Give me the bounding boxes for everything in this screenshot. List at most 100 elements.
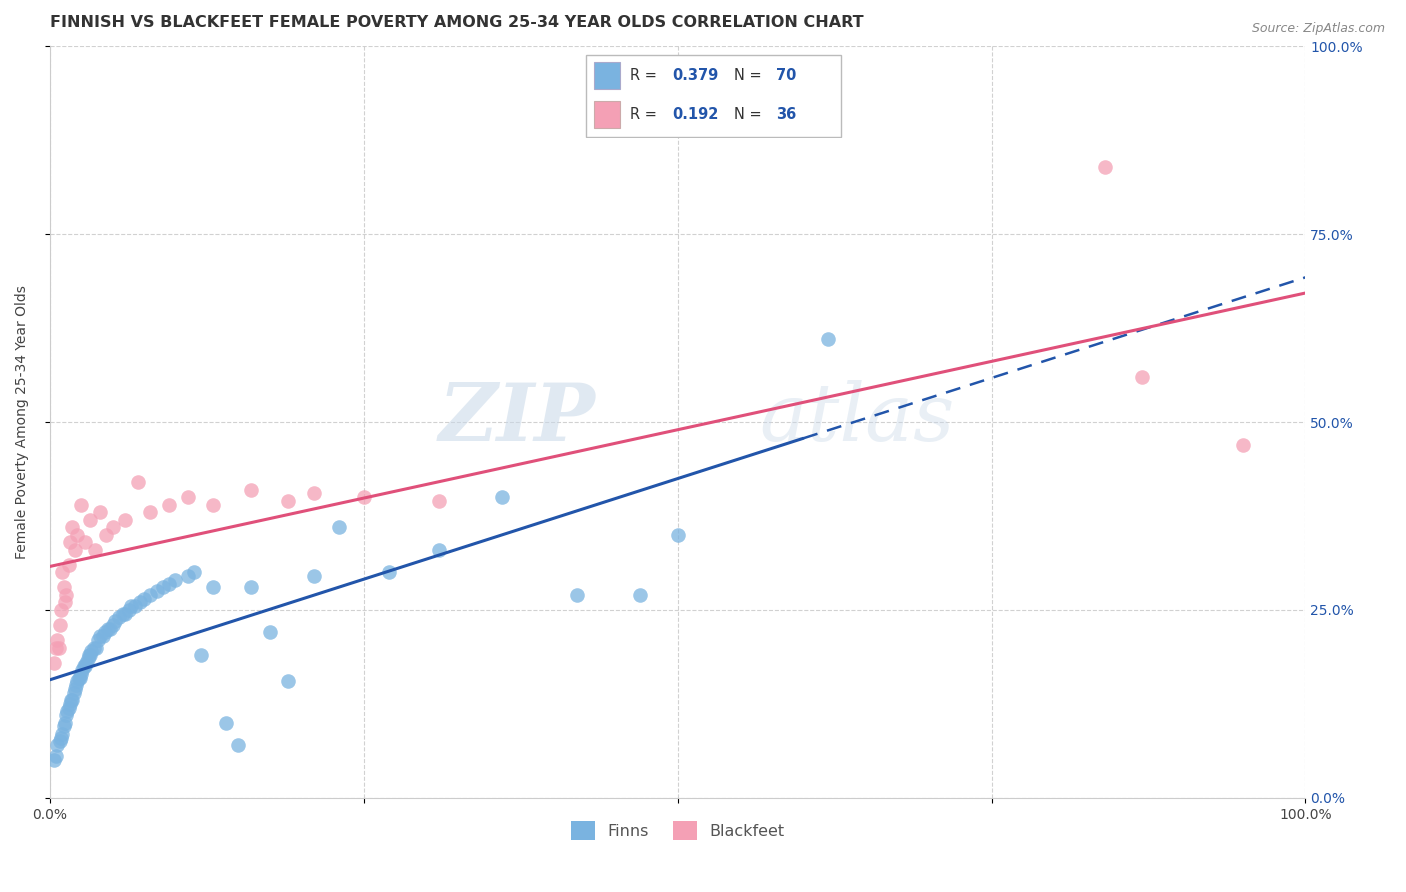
Text: 70: 70 <box>776 68 796 83</box>
Point <box>58 558 80 572</box>
Text: atlas: atlas <box>759 380 955 457</box>
Point <box>89 629 111 643</box>
Point <box>49 618 72 632</box>
Point <box>567 588 589 602</box>
Point <box>239 581 262 595</box>
Point <box>277 494 299 508</box>
Point <box>152 581 174 595</box>
Point <box>86 632 108 647</box>
Point <box>98 622 121 636</box>
Point <box>202 581 225 595</box>
Point <box>328 520 350 534</box>
Point <box>97 622 120 636</box>
Point <box>378 566 401 580</box>
Point <box>157 576 180 591</box>
Text: N =: N = <box>734 107 766 122</box>
Text: N =: N = <box>734 68 766 83</box>
Point <box>108 610 131 624</box>
FancyBboxPatch shape <box>593 62 620 89</box>
Point <box>84 640 107 655</box>
Point <box>46 632 69 647</box>
Point <box>56 705 79 719</box>
Point <box>80 644 103 658</box>
FancyBboxPatch shape <box>586 55 841 136</box>
Point <box>73 535 96 549</box>
FancyBboxPatch shape <box>593 101 620 128</box>
Point <box>101 618 124 632</box>
Point <box>427 542 450 557</box>
Point <box>145 584 167 599</box>
Point <box>70 498 93 512</box>
Text: 0.379: 0.379 <box>672 68 718 83</box>
Point <box>114 607 136 621</box>
Point <box>89 505 111 519</box>
Point <box>120 599 142 614</box>
Point <box>63 542 86 557</box>
Point <box>58 700 80 714</box>
Point <box>101 520 124 534</box>
Point <box>491 490 513 504</box>
Point <box>60 693 83 707</box>
Point <box>79 513 101 527</box>
Point <box>817 333 839 347</box>
Point <box>190 648 212 662</box>
Point <box>49 603 72 617</box>
Point <box>62 693 84 707</box>
Point <box>259 625 281 640</box>
Text: R =: R = <box>630 107 662 122</box>
Point <box>62 520 84 534</box>
Point <box>202 498 225 512</box>
Point <box>70 666 93 681</box>
Point <box>1130 370 1153 384</box>
Point <box>75 656 97 670</box>
Point <box>72 663 94 677</box>
Point <box>53 715 76 730</box>
Point <box>42 656 65 670</box>
Point <box>48 640 70 655</box>
Point <box>91 629 114 643</box>
Text: 0.192: 0.192 <box>672 107 718 122</box>
Point <box>83 640 105 655</box>
Point <box>73 659 96 673</box>
Point <box>353 490 375 504</box>
Point <box>124 599 146 614</box>
Point <box>69 671 91 685</box>
Point <box>52 719 75 733</box>
Text: ZIP: ZIP <box>439 380 596 457</box>
Point <box>46 738 69 752</box>
Point <box>52 581 75 595</box>
Point <box>51 566 73 580</box>
Point <box>666 528 689 542</box>
Point <box>51 727 73 741</box>
Text: R =: R = <box>630 68 662 83</box>
Point <box>139 505 162 519</box>
Point <box>65 678 87 692</box>
Point <box>157 498 180 512</box>
Point <box>59 697 82 711</box>
Point <box>42 753 65 767</box>
Point <box>165 573 187 587</box>
Point <box>111 607 134 621</box>
Point <box>59 535 82 549</box>
Point <box>45 749 67 764</box>
Point <box>84 542 107 557</box>
Point <box>302 486 325 500</box>
Point <box>66 674 89 689</box>
Point <box>1094 160 1116 174</box>
Point <box>55 588 77 602</box>
Point <box>55 708 77 723</box>
Legend: Finns, Blackfeet: Finns, Blackfeet <box>564 815 792 847</box>
Point <box>76 652 98 666</box>
Point <box>49 731 72 745</box>
Point <box>177 569 200 583</box>
Point <box>49 734 72 748</box>
Point <box>127 475 149 490</box>
Point <box>139 588 162 602</box>
Point <box>132 591 155 606</box>
Point <box>67 671 90 685</box>
Point <box>628 588 651 602</box>
Point <box>77 648 100 662</box>
Point <box>1232 437 1254 451</box>
Y-axis label: Female Poverty Among 25-34 Year Olds: Female Poverty Among 25-34 Year Olds <box>15 285 30 559</box>
Point <box>277 674 299 689</box>
